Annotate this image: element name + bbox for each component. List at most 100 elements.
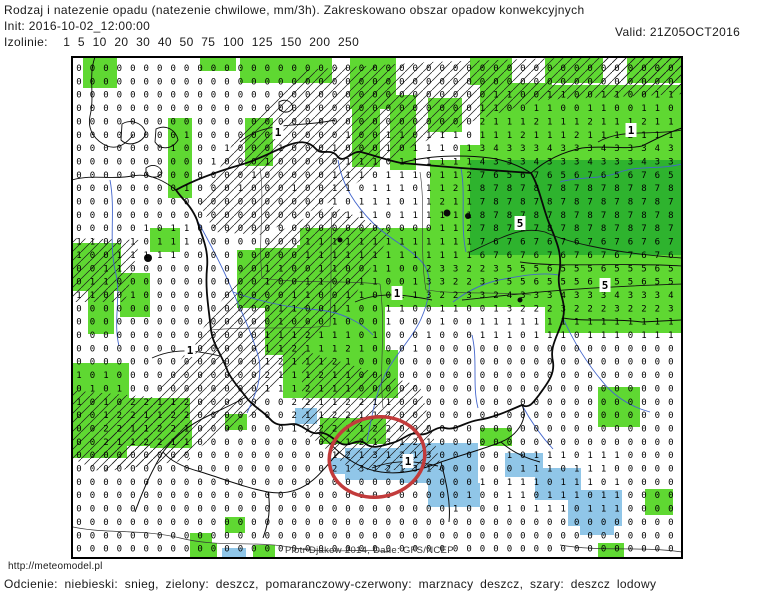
svg-text:0: 0 — [587, 438, 592, 448]
svg-text:0: 0 — [90, 531, 95, 541]
svg-text:0: 0 — [291, 518, 296, 528]
svg-text:0: 0 — [439, 91, 444, 101]
svg-text:7: 7 — [480, 224, 485, 234]
svg-text:2: 2 — [534, 117, 539, 127]
svg-text:0: 0 — [76, 91, 81, 101]
svg-text:0: 0 — [318, 224, 323, 234]
svg-text:0: 0 — [318, 104, 323, 114]
svg-text:1: 1 — [117, 438, 122, 448]
svg-text:2: 2 — [493, 291, 498, 301]
svg-text:1: 1 — [117, 251, 122, 261]
svg-text:0: 0 — [372, 344, 377, 354]
svg-text:1: 1 — [480, 318, 485, 328]
svg-text:1: 1 — [426, 251, 431, 261]
svg-text:0: 0 — [466, 451, 471, 461]
svg-text:0: 0 — [170, 491, 175, 501]
svg-text:2: 2 — [520, 304, 525, 314]
svg-text:5: 5 — [641, 264, 646, 274]
svg-text:0: 0 — [265, 478, 270, 488]
svg-text:3: 3 — [641, 291, 646, 301]
svg-text:0: 0 — [587, 411, 592, 421]
svg-text:1: 1 — [386, 171, 391, 181]
isoline-label: 5 — [602, 279, 609, 292]
svg-text:1: 1 — [386, 264, 391, 274]
svg-text:0: 0 — [399, 318, 404, 328]
isoline-label-box — [272, 125, 284, 139]
svg-text:0: 0 — [184, 478, 189, 488]
svg-text:0: 0 — [103, 144, 108, 154]
svg-text:0: 0 — [386, 331, 391, 341]
svg-text:3: 3 — [386, 438, 391, 448]
svg-text:0: 0 — [453, 371, 458, 381]
svg-text:0: 0 — [493, 411, 498, 421]
svg-text:0: 0 — [493, 371, 498, 381]
svg-text:0: 0 — [305, 157, 310, 167]
svg-text:1: 1 — [587, 131, 592, 141]
svg-text:1: 1 — [439, 304, 444, 314]
svg-text:1: 1 — [601, 505, 606, 515]
svg-text:0: 0 — [211, 518, 216, 528]
svg-text:8: 8 — [493, 198, 498, 208]
svg-text:0: 0 — [117, 398, 122, 408]
svg-text:1: 1 — [386, 198, 391, 208]
svg-text:0: 0 — [534, 358, 539, 368]
svg-text:0: 0 — [251, 238, 256, 248]
svg-text:3: 3 — [520, 291, 525, 301]
svg-text:0: 0 — [614, 371, 619, 381]
svg-text:8: 8 — [560, 211, 565, 221]
svg-text:0: 0 — [641, 77, 646, 87]
svg-text:0: 0 — [520, 451, 525, 461]
svg-text:1: 1 — [547, 465, 552, 475]
svg-text:3: 3 — [439, 278, 444, 288]
svg-text:0: 0 — [157, 157, 162, 167]
svg-text:0: 0 — [184, 211, 189, 221]
svg-text:0: 0 — [90, 318, 95, 328]
svg-text:0: 0 — [238, 518, 243, 528]
svg-text:0: 0 — [386, 505, 391, 515]
svg-text:8: 8 — [493, 224, 498, 234]
svg-text:0: 0 — [399, 344, 404, 354]
svg-text:2: 2 — [291, 398, 296, 408]
svg-text:0: 0 — [318, 91, 323, 101]
svg-text:0: 0 — [655, 478, 660, 488]
svg-text:0: 0 — [157, 384, 162, 394]
svg-text:0: 0 — [144, 505, 149, 515]
svg-text:1: 1 — [90, 384, 95, 394]
svg-text:3: 3 — [641, 144, 646, 154]
svg-text:0: 0 — [130, 384, 135, 394]
svg-text:5: 5 — [574, 264, 579, 274]
svg-text:0: 0 — [345, 64, 350, 74]
svg-text:0: 0 — [453, 451, 458, 461]
svg-text:0: 0 — [130, 64, 135, 74]
svg-text:1: 1 — [560, 451, 565, 461]
svg-text:0: 0 — [641, 531, 646, 541]
svg-text:0: 0 — [291, 77, 296, 87]
svg-text:0: 0 — [251, 465, 256, 475]
svg-text:0: 0 — [76, 211, 81, 221]
svg-text:2: 2 — [305, 398, 310, 408]
svg-text:0: 0 — [520, 398, 525, 408]
svg-text:1: 1 — [439, 184, 444, 194]
svg-text:1: 1 — [157, 398, 162, 408]
svg-text:0: 0 — [305, 318, 310, 328]
svg-text:1: 1 — [614, 318, 619, 328]
svg-text:0: 0 — [439, 64, 444, 74]
svg-text:0: 0 — [305, 117, 310, 127]
svg-text:0: 0 — [628, 505, 633, 515]
svg-text:1: 1 — [466, 198, 471, 208]
svg-text:0: 0 — [251, 451, 256, 461]
svg-text:1: 1 — [480, 331, 485, 341]
svg-text:2: 2 — [278, 358, 283, 368]
svg-text:0: 0 — [103, 251, 108, 261]
svg-text:0: 0 — [453, 344, 458, 354]
svg-text:0: 0 — [520, 424, 525, 434]
svg-text:0: 0 — [386, 291, 391, 301]
svg-text:0: 0 — [144, 131, 149, 141]
svg-text:1: 1 — [534, 318, 539, 328]
svg-text:1: 1 — [614, 478, 619, 488]
svg-text:6: 6 — [587, 278, 592, 288]
svg-text:0: 0 — [103, 198, 108, 208]
svg-text:1: 1 — [90, 291, 95, 301]
svg-text:8: 8 — [587, 184, 592, 194]
svg-text:0: 0 — [318, 545, 323, 555]
